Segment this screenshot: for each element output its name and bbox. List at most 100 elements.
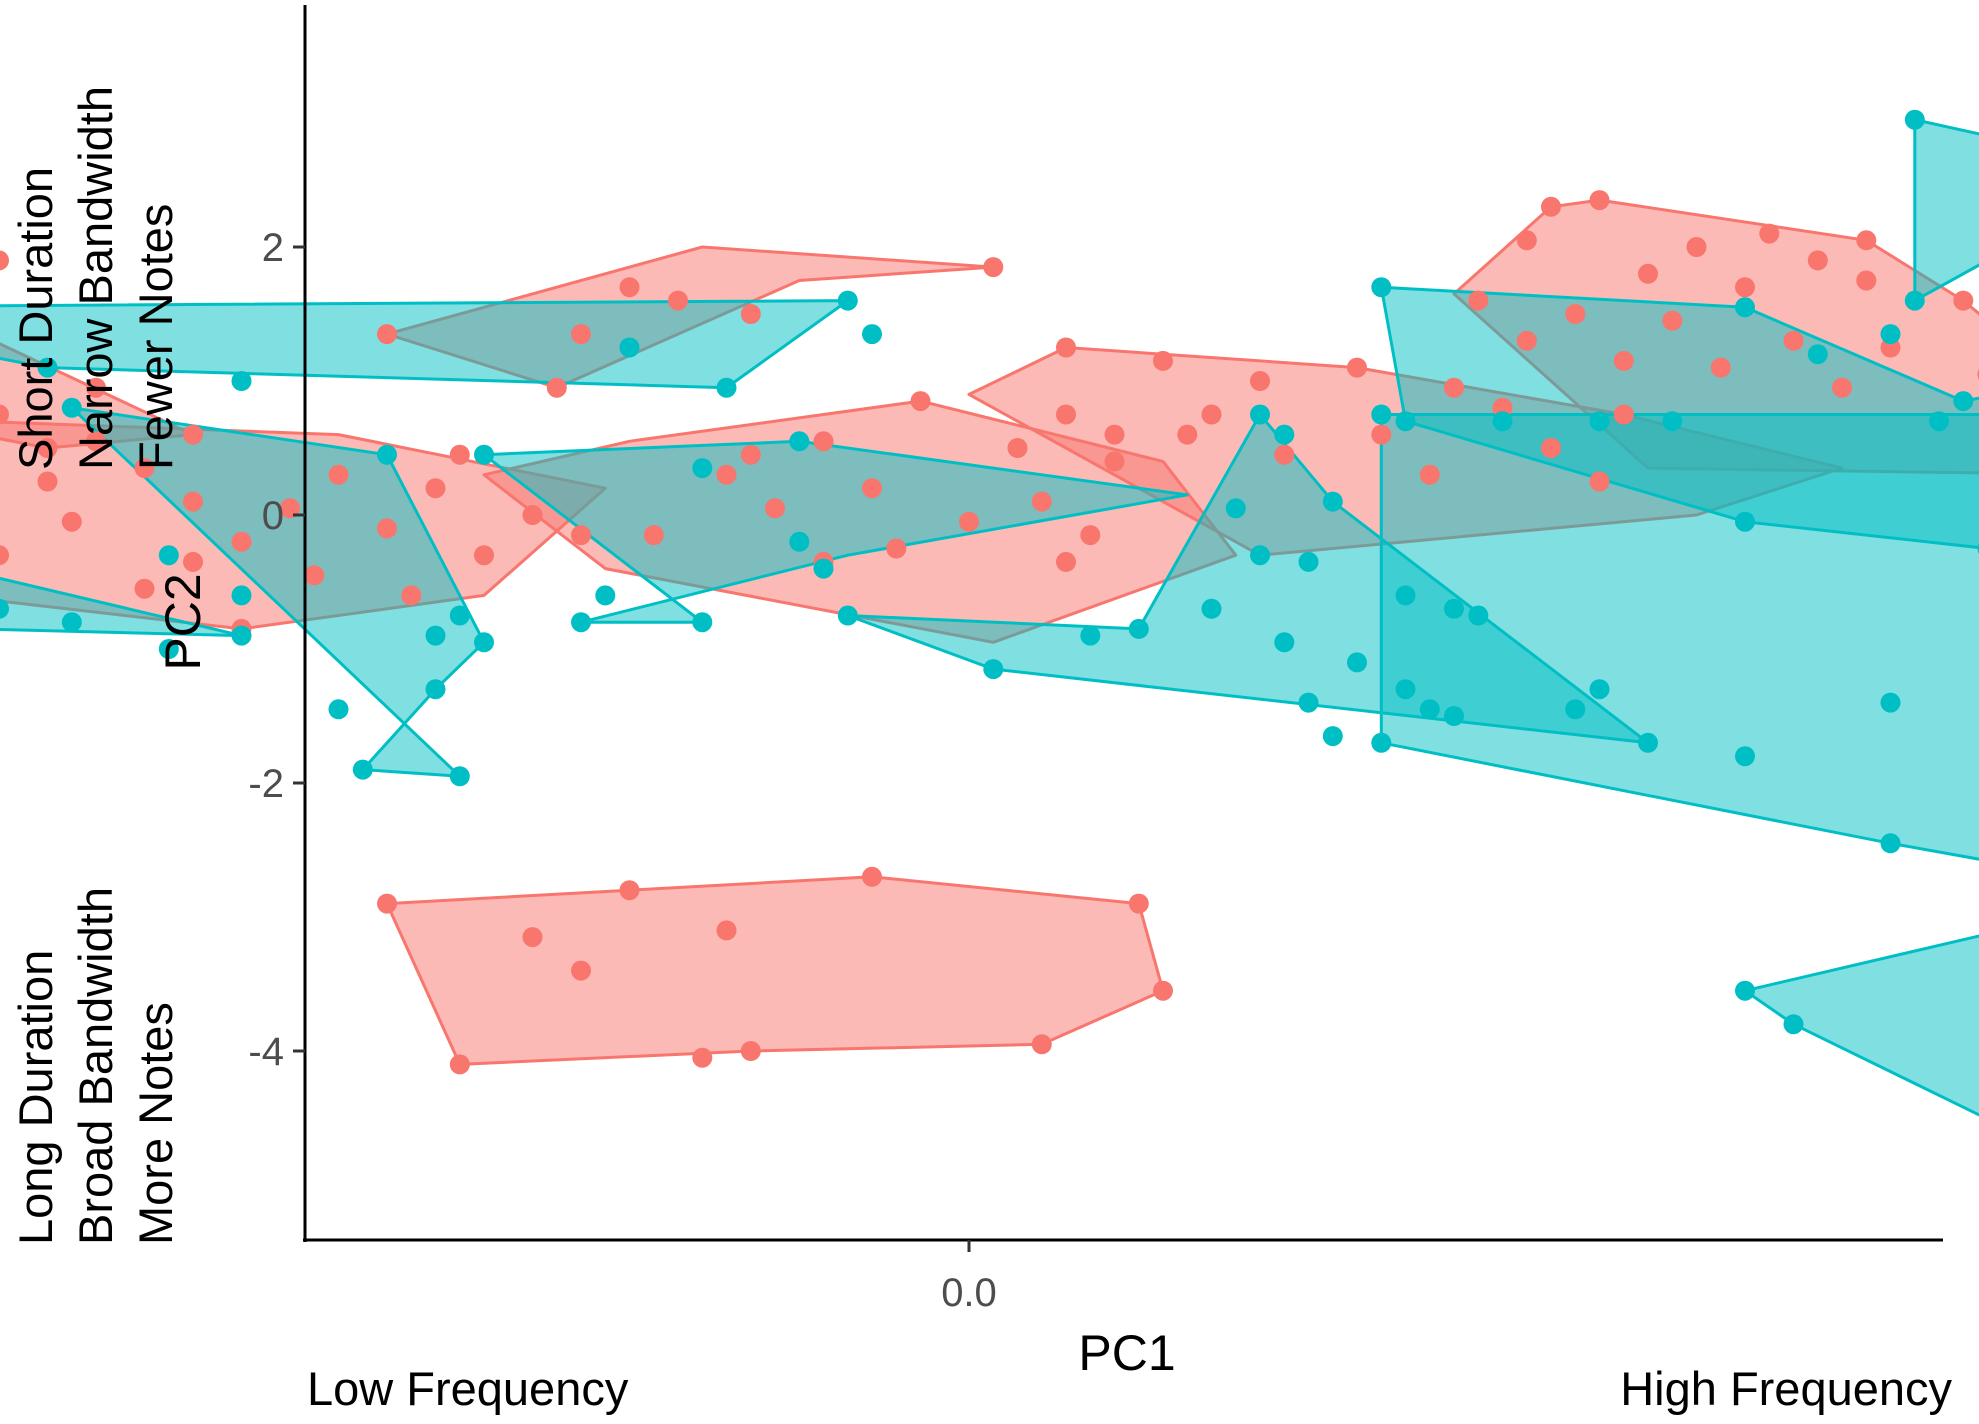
point-red-0-3 [668,290,688,311]
point-red-4-1 [1153,350,1173,371]
point-red-6-11 [571,960,591,981]
point-teal-8-7 [449,605,470,626]
point-red-2-11 [425,478,446,499]
point-red-4-8 [1419,464,1440,485]
point-teal-5-13 [1880,692,1901,713]
y-annotation-low-line-2: Broad Bandwidth [69,887,122,1245]
point-red-2-19 [61,511,82,532]
point-teal-8-3 [425,679,446,700]
point-red-6-2 [862,866,882,887]
point-red-3-14 [643,525,664,546]
point-teal-3-3 [716,377,737,398]
point-red-4-9 [1589,471,1610,492]
point-red-6-4 [1153,980,1173,1001]
point-red-6-1 [619,880,640,901]
point-red-5-15 [1710,357,1731,378]
x-axis-ticks: -2.50.02.55.0 [941,1240,997,1315]
y-tick-label: -2 [248,762,284,806]
point-red-5-23 [1516,330,1537,351]
point-teal-6-10 [1444,706,1464,726]
point-red-2-21 [522,505,543,525]
point-red-6-5 [1031,1034,1052,1055]
point-red-5-2 [1516,230,1537,251]
point-teal-4-3 [1807,344,1828,365]
point-red-2-6 [183,491,203,512]
point-teal-4-2 [1880,324,1901,345]
point-teal-5-0 [1371,404,1392,425]
point-red-5-10 [1468,290,1489,311]
point-red-5-5 [1856,230,1877,251]
point-red-2-16 [304,565,325,586]
point-red-2-8 [280,498,300,519]
point-red-0-4 [740,304,761,324]
point-red-5-1 [1589,190,1610,211]
point-red-3-4 [1007,438,1028,458]
point-red-1-11 [0,404,9,425]
point-teal-8-6 [328,699,349,720]
point-teal-3-2 [862,324,882,345]
point-red-1-10 [37,438,58,458]
point-teal-5-4 [1492,411,1513,432]
point-teal-6-11 [1565,699,1586,720]
point-red-3-9 [765,498,785,519]
y-axis-ticks: -4 -2 0 2 [248,226,305,1074]
point-teal-9-6 [813,558,834,579]
point-teal-6-15 [1128,618,1149,639]
hull-teal-3 [0,299,850,390]
point-red-2-18 [0,545,9,566]
y-annotation-high-line-3: Fewer Notes [129,204,182,470]
point-red-4-6 [1371,424,1392,445]
point-teal-8-10 [158,545,179,566]
point-red-3-6 [716,464,737,485]
point-red-2-17 [401,585,422,606]
point-red-6-7 [692,1047,713,1068]
point-teal-5-19 [1371,732,1392,753]
point-teal-9-2 [692,458,713,479]
point-red-2-9 [328,464,349,485]
hull-teal-7 [0,576,243,638]
point-red-5-22 [1613,350,1634,371]
point-red-2-3 [37,471,58,492]
point-red-5-11 [1565,304,1586,324]
point-red-3-11 [1080,525,1101,546]
point-red-6-3 [1128,893,1149,914]
point-red-0-6 [377,324,397,345]
point-teal-5-10 [1419,699,1440,720]
point-red-5-13 [1953,290,1974,311]
point-teal-5-20 [1322,726,1343,747]
point-teal-5-3 [1662,411,1683,432]
point-red-5-9 [1856,270,1877,291]
y-annotation-low-line-3: More Notes [129,1002,182,1245]
point-red-0-5 [571,324,591,345]
point-teal-6-16 [1080,625,1101,646]
point-red-3-7 [862,478,882,499]
point-teal-3-1 [837,290,858,311]
point-teal-7-7 [158,639,179,659]
point-teal-9-3 [571,612,591,633]
point-red-2-5 [134,458,155,479]
point-teal-8-4 [352,759,373,780]
point-teal-6-9 [1298,692,1319,713]
point-red-6-9 [522,927,543,948]
point-red-4-3 [1347,357,1367,378]
point-red-0-7 [546,377,567,398]
point-red-5-6 [1807,250,1828,271]
point-red-2-14 [134,578,155,599]
point-teal-3-4 [619,337,640,358]
y-axis-title: PC2 [155,573,211,670]
point-red-3-1 [1056,404,1076,425]
point-teal-4-10 [1735,511,1755,532]
point-teal-6-12 [1638,732,1658,753]
point-teal-9-4 [692,612,713,633]
point-red-5-8 [1735,277,1755,298]
point-teal-5-11 [1589,679,1610,700]
point-teal-4-5 [1953,391,1974,412]
point-teal-10-0 [1735,980,1755,1001]
point-red-3-3 [813,431,834,452]
point-red-3-12 [886,538,907,559]
point-teal-6-2 [1322,491,1343,512]
point-red-4-0 [1056,337,1076,358]
point-red-6-10 [716,920,737,941]
point-teal-5-12 [1735,746,1755,767]
